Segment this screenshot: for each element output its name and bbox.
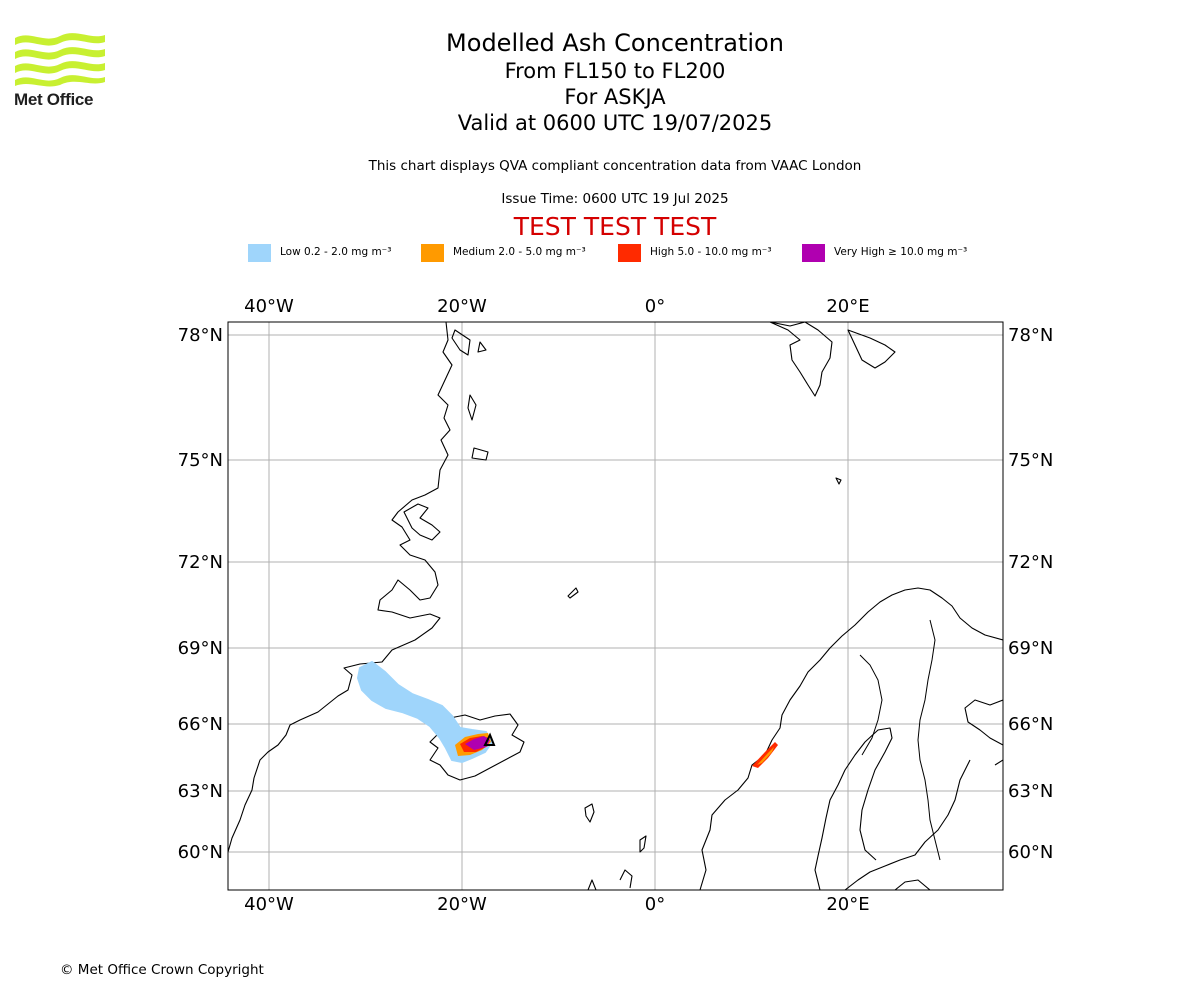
issue-time: Issue Time: 0600 UTC 19 Jul 2025: [501, 191, 729, 207]
sweden-coast: [814, 727, 893, 890]
plume-very-high: [465, 736, 490, 750]
lon-label-bottom: 20°W: [437, 894, 487, 915]
legend-swatch-medium: [421, 244, 444, 262]
lat-label-left: 75°N: [178, 450, 223, 471]
chart-subtitle: This chart displays QVA compliant concen…: [368, 158, 862, 174]
lat-label-right: 75°N: [1008, 450, 1053, 471]
lat-label-left: 78°N: [178, 325, 223, 346]
jan-mayen: [567, 587, 579, 599]
logo-text: Met Office: [14, 90, 94, 109]
legend-label-low: Low 0.2 - 2.0 mg m⁻³: [280, 246, 392, 258]
copyright: © Met Office Crown Copyright: [60, 962, 264, 978]
plume-norway-strip: [752, 742, 778, 768]
iceland-coast: [424, 711, 525, 781]
axis-labels: 40°W 40°W 20°W 20°W 0° 0° 20°E 20°E 78°N 78°N 75°N…: [178, 296, 1054, 915]
lat-label-left: 60°N: [178, 842, 223, 863]
plume-low: [356, 660, 494, 764]
lat-label-right: 78°N: [1008, 325, 1053, 346]
ash-plume: [356, 660, 778, 768]
volcano-name: For ASKJA: [564, 85, 666, 109]
lat-label-right: 69°N: [1008, 638, 1053, 659]
greenland-island-2: [477, 341, 487, 353]
valid-time: Valid at 0600 UTC 19/07/2025: [457, 111, 773, 135]
lat-label-right: 66°N: [1008, 714, 1053, 735]
finland-coast: [894, 759, 1003, 890]
scandinavia-inland: [844, 699, 1003, 890]
lat-label-left: 72°N: [178, 552, 223, 573]
scotland: [587, 869, 633, 890]
lat-label-left: 66°N: [178, 714, 223, 735]
volcano-marker-icon: [483, 732, 496, 746]
bear-island: [835, 477, 842, 485]
lon-label-top: 40°W: [244, 296, 294, 317]
svalbard-east: [847, 329, 896, 369]
legend-label-high: High 5.0 - 10.0 mg m⁻³: [650, 246, 772, 258]
shetland: [639, 835, 647, 853]
chart-titles: Modelled Ash Concentration From FL150 to…: [265, 28, 965, 136]
faroe: [584, 803, 595, 823]
plume-norway-strip-core: [757, 747, 774, 765]
met-office-logo: Met Office: [14, 30, 106, 112]
legend-swatch-low: [248, 244, 271, 262]
lat-label-left: 63°N: [178, 781, 223, 802]
greenland-coast: [228, 322, 453, 853]
legend-swatch-very-high: [802, 244, 825, 262]
map-frame: [227, 321, 1004, 891]
lat-label-right: 72°N: [1008, 552, 1053, 573]
greenland-island-3: [467, 394, 477, 421]
lon-label-top: 0°: [645, 296, 665, 317]
scandinavia-coast: [699, 587, 1003, 890]
lat-label-left: 69°N: [178, 638, 223, 659]
lat-label-right: 63°N: [1008, 781, 1053, 802]
lon-label-top: 20°W: [437, 296, 487, 317]
greenland-island-4: [471, 447, 489, 461]
greenland-island: [451, 329, 471, 356]
met-office-waves-icon: [15, 33, 105, 87]
graticule: [228, 322, 1003, 890]
legend-swatch-high: [618, 244, 641, 262]
lon-label-top: 20°E: [826, 296, 869, 317]
flight-level-range: From FL150 to FL200: [504, 59, 726, 83]
svalbard: [769, 322, 833, 397]
legend-label-very-high: Very High ≥ 10.0 mg m⁻³: [834, 246, 968, 258]
coastlines: [228, 322, 1003, 890]
lon-label-bottom: 40°W: [244, 894, 294, 915]
chart-title: Modelled Ash Concentration: [446, 29, 784, 57]
legend-label-medium: Medium 2.0 - 5.0 mg m⁻³: [453, 246, 586, 258]
lon-label-bottom: 20°E: [826, 894, 869, 915]
greenland-inlet: [403, 503, 441, 541]
borders: [859, 619, 941, 861]
lon-label-bottom: 0°: [645, 894, 665, 915]
lat-label-right: 60°N: [1008, 842, 1053, 863]
test-banner: TEST TEST TEST: [513, 212, 717, 241]
legend: Low 0.2 - 2.0 mg m⁻³ Medium 2.0 - 5.0 mg…: [0, 244, 1200, 264]
